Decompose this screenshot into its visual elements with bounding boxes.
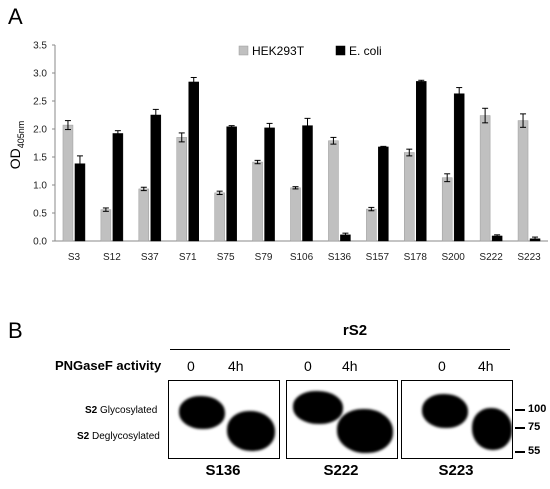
blot3-lane-4h: 4h xyxy=(478,358,494,374)
bar-ecoli xyxy=(74,163,86,242)
bar-hek293t xyxy=(252,161,263,242)
bar-ecoli xyxy=(302,125,313,242)
blot2-lane-4h: 4h xyxy=(342,358,358,374)
x-tick-label: S106 xyxy=(290,252,314,263)
bar-chart: 0.0 0.5 1.0 1.5 2.0 2.5 3.0 3.5 OD405nm S3 S12 S37 S… xyxy=(7,41,548,263)
bar-hek293t xyxy=(366,208,377,242)
treatment-label: PNGaseF activity xyxy=(55,358,162,373)
western-blot-s223 xyxy=(401,380,513,459)
bar-hek293t xyxy=(517,120,529,242)
y-tick-label: 1.0 xyxy=(33,181,47,192)
construct-label: rS2 xyxy=(342,322,368,339)
blot1-lane-0: 0 xyxy=(187,358,195,374)
x-tick-label: S136 xyxy=(328,252,352,263)
y-tick-label: 2.5 xyxy=(33,97,47,108)
bar-ecoli xyxy=(188,81,199,242)
bar-hek293t xyxy=(214,192,225,242)
blot-name-s223: S223 xyxy=(438,462,474,479)
bar-hek293t xyxy=(441,177,453,242)
x-tick-label: S79 xyxy=(255,252,273,263)
bar-hek293t xyxy=(479,115,491,242)
band-glycosylated xyxy=(422,394,468,428)
band-label-glycosylated: S2 Glycosylated xyxy=(85,405,158,416)
bar-hek293t xyxy=(100,209,112,242)
bar-hek293t xyxy=(62,124,74,242)
panel-a-letter: A xyxy=(8,4,23,29)
x-tick-label: S71 xyxy=(179,252,197,263)
bar-ecoli xyxy=(416,81,427,242)
band-glycosylated xyxy=(293,391,343,424)
y-tick-label: 3.0 xyxy=(33,69,47,80)
marker-55: 55 xyxy=(528,445,541,457)
bar-ecoli xyxy=(378,146,389,242)
bar-ecoli xyxy=(112,133,124,242)
blot-name-s136: S136 xyxy=(205,462,241,479)
y-tick-label: 1.5 xyxy=(33,153,47,164)
y-tick-label: 0.5 xyxy=(33,209,47,220)
bar-hek293t xyxy=(138,188,150,242)
bar-ecoli xyxy=(453,93,465,242)
x-tick-label: S157 xyxy=(366,252,390,263)
panel-b-letter: B xyxy=(8,318,23,343)
legend-swatch-ecoli xyxy=(335,45,346,56)
marker-tick-75 xyxy=(515,427,525,429)
y-tick-label: 0.0 xyxy=(33,237,47,248)
bar-hek293t xyxy=(328,140,339,242)
x-tick-label: S12 xyxy=(103,252,121,263)
blot2-lane-0: 0 xyxy=(304,358,312,374)
legend-label-hek293t: HEK293T xyxy=(252,44,305,58)
marker-75: 75 xyxy=(528,421,541,433)
bar-hek293t xyxy=(176,137,187,242)
y-tick-label: 2.0 xyxy=(33,125,47,136)
y-tick-label: 3.5 xyxy=(33,41,47,52)
x-tick-label: S3 xyxy=(68,252,81,263)
legend-label-ecoli: E. coli xyxy=(349,44,382,58)
blot1-lane-4h: 4h xyxy=(228,358,244,374)
x-tick-label: S223 xyxy=(517,252,541,263)
marker-tick-55 xyxy=(515,451,525,453)
x-tick-label: S178 xyxy=(404,252,428,263)
blot3-lane-0: 0 xyxy=(438,358,446,374)
x-tick-label: S200 xyxy=(442,252,466,263)
band-deglycosylated xyxy=(472,408,512,450)
x-tick-label: S222 xyxy=(479,252,503,263)
bar-ecoli xyxy=(226,126,237,242)
construct-bracket-line xyxy=(170,349,510,350)
marker-tick-100 xyxy=(515,409,525,411)
y-axis-title: OD405nm xyxy=(7,121,26,170)
western-blot-s136 xyxy=(168,380,280,459)
marker-100: 100 xyxy=(528,403,547,415)
bar-hek293t xyxy=(404,152,415,242)
band-glycosylated xyxy=(179,396,225,429)
x-tick-label: S75 xyxy=(217,252,235,263)
bar-ecoli xyxy=(264,127,275,242)
x-tick-label: S37 xyxy=(141,252,159,263)
bar-ecoli xyxy=(150,114,162,242)
bar-hek293t xyxy=(290,187,301,242)
legend-swatch-hek293t xyxy=(238,45,249,56)
western-blot-s222 xyxy=(286,380,398,459)
blot-name-s222: S222 xyxy=(323,462,359,479)
band-deglycosylated xyxy=(227,411,275,451)
band-label-deglycosylated: S2 Deglycosylated xyxy=(77,431,160,442)
band-deglycosylated xyxy=(337,409,393,453)
